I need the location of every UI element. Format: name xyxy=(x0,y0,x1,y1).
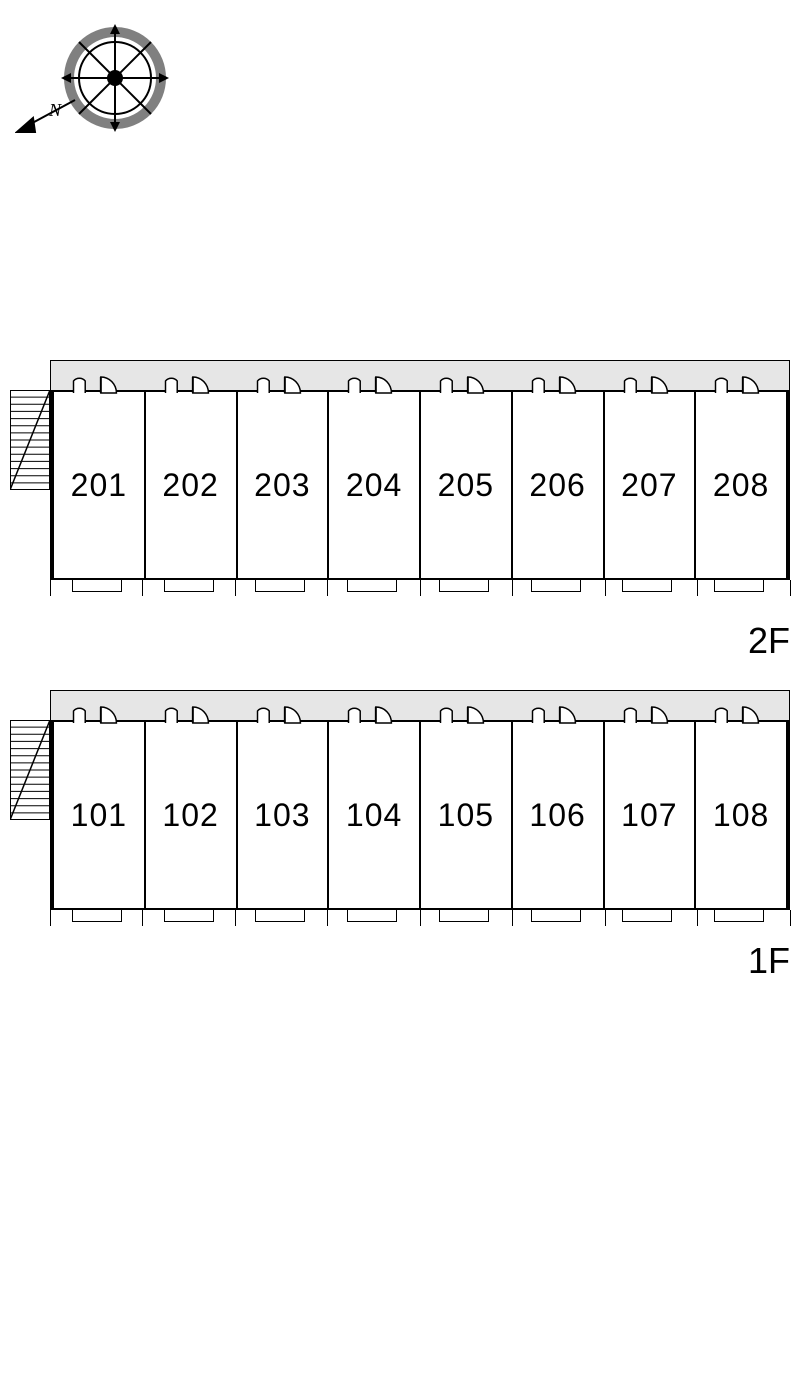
tick xyxy=(512,580,513,596)
tick xyxy=(235,910,236,926)
tick xyxy=(790,910,791,926)
tick xyxy=(420,580,421,596)
tick xyxy=(512,910,513,926)
units-row: 101 102 103 104 105 106 107 108 xyxy=(50,720,790,910)
unit-label: 103 xyxy=(254,797,310,834)
unit-103: 103 xyxy=(237,720,329,910)
unit-label: 201 xyxy=(71,467,127,504)
balcony-icon xyxy=(439,580,489,592)
unit-label: 101 xyxy=(71,797,127,834)
unit-label: 102 xyxy=(162,797,218,834)
balcony-icon xyxy=(255,580,305,592)
balcony-icon xyxy=(622,910,672,922)
balcony-icon xyxy=(255,910,305,922)
tick xyxy=(142,580,143,596)
tick xyxy=(697,580,698,596)
balcony-icon xyxy=(531,910,581,922)
unit-106: 106 xyxy=(512,720,604,910)
tick xyxy=(327,910,328,926)
unit-105: 105 xyxy=(420,720,512,910)
unit-label: 205 xyxy=(438,467,494,504)
tick xyxy=(142,910,143,926)
balcony-icon xyxy=(164,910,214,922)
tick xyxy=(420,910,421,926)
unit-201: 201 xyxy=(50,390,145,580)
floor-1F: 101 102 103 104 105 106 107 108 xyxy=(10,690,790,910)
floor-label: 2F xyxy=(748,620,790,662)
unit-label: 208 xyxy=(713,467,769,504)
balcony-icon xyxy=(531,580,581,592)
unit-label: 106 xyxy=(529,797,585,834)
stair-icon xyxy=(10,720,50,820)
unit-203: 203 xyxy=(237,390,329,580)
balcony-icon xyxy=(439,910,489,922)
unit-label: 206 xyxy=(529,467,585,504)
corridor xyxy=(50,360,790,390)
tick xyxy=(50,910,51,926)
balcony-icon xyxy=(164,580,214,592)
tick xyxy=(605,580,606,596)
unit-205: 205 xyxy=(420,390,512,580)
unit-208: 208 xyxy=(695,390,790,580)
tick xyxy=(235,580,236,596)
tick xyxy=(605,910,606,926)
balcony-icon xyxy=(622,580,672,592)
unit-108: 108 xyxy=(695,720,790,910)
unit-label: 202 xyxy=(162,467,218,504)
tick xyxy=(697,910,698,926)
balcony-icon xyxy=(347,910,397,922)
unit-label: 204 xyxy=(346,467,402,504)
balcony-icon xyxy=(714,580,764,592)
compass-north-label: N xyxy=(48,100,62,120)
unit-102: 102 xyxy=(145,720,237,910)
unit-104: 104 xyxy=(328,720,420,910)
unit-202: 202 xyxy=(145,390,237,580)
corridor xyxy=(50,690,790,720)
floor-2F: 201 202 203 204 205 206 207 208 xyxy=(10,360,790,580)
unit-label: 105 xyxy=(438,797,494,834)
balcony-icon xyxy=(72,580,122,592)
unit-label: 104 xyxy=(346,797,402,834)
unit-label: 108 xyxy=(713,797,769,834)
tick xyxy=(50,580,51,596)
unit-101: 101 xyxy=(50,720,145,910)
units-row: 201 202 203 204 205 206 207 208 xyxy=(50,390,790,580)
balcony-icon xyxy=(72,910,122,922)
unit-206: 206 xyxy=(512,390,604,580)
floor-label: 1F xyxy=(748,940,790,982)
unit-label: 207 xyxy=(621,467,677,504)
balcony-icon xyxy=(714,910,764,922)
unit-label: 107 xyxy=(621,797,677,834)
unit-107: 107 xyxy=(604,720,696,910)
unit-204: 204 xyxy=(328,390,420,580)
balcony-icon xyxy=(347,580,397,592)
compass: N xyxy=(15,20,185,155)
tick xyxy=(327,580,328,596)
tick xyxy=(790,580,791,596)
unit-label: 203 xyxy=(254,467,310,504)
unit-207: 207 xyxy=(604,390,696,580)
stair-icon xyxy=(10,390,50,490)
